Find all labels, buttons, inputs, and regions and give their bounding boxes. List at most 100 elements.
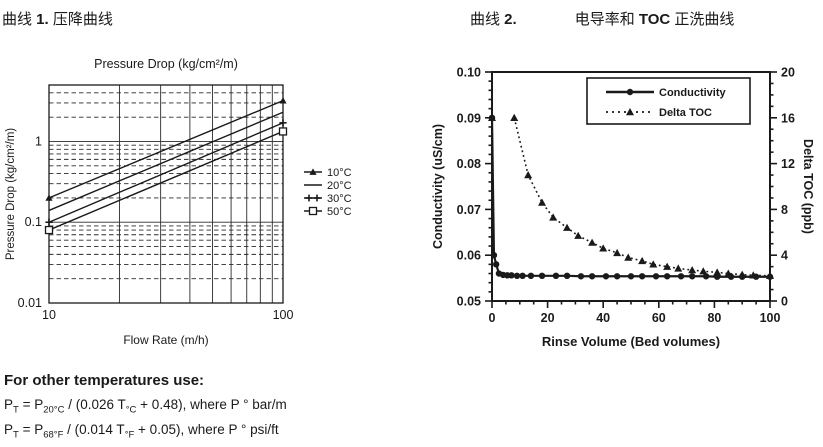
circle-marker bbox=[688, 273, 696, 280]
circle-marker bbox=[626, 88, 634, 96]
triangle-marker bbox=[613, 248, 622, 257]
formula-sub: 68°F bbox=[43, 429, 64, 441]
triangle-marker bbox=[588, 238, 597, 246]
y-right-tick-label: 8 bbox=[781, 203, 788, 217]
formula-bar-per-m: PT = P20°C / (0.026 T°C + 0.48), where P… bbox=[4, 395, 287, 420]
y-tick-label: 0.1 bbox=[25, 215, 42, 229]
circle-marker bbox=[492, 261, 500, 268]
legend-label: 50°C bbox=[327, 206, 352, 218]
formula-psi-per-ft: PT = P68°F / (0.014 T°F + 0.05), where P… bbox=[4, 420, 287, 445]
square-marker bbox=[308, 206, 318, 216]
y-left-tick-label: 0.06 bbox=[457, 249, 481, 263]
formula-part: = P bbox=[18, 421, 44, 437]
notes-heading: For other temperatures use: bbox=[4, 372, 205, 389]
triangle-marker bbox=[624, 253, 633, 261]
x-tick-label: 0 bbox=[489, 311, 496, 325]
series-delta-toc bbox=[488, 113, 774, 280]
triangle-marker bbox=[599, 244, 608, 252]
y-left-tick-label: 0.07 bbox=[457, 203, 481, 217]
circle-marker bbox=[519, 272, 526, 280]
triangle-marker bbox=[663, 262, 672, 270]
triangle-marker bbox=[279, 97, 287, 104]
y-left-axis-label: Conductivity (uS/cm) bbox=[431, 124, 445, 249]
circle-marker bbox=[577, 273, 585, 280]
figure-1-caption: 曲线 1. 压降曲线 bbox=[2, 8, 113, 29]
formula-sub: °C bbox=[125, 404, 137, 416]
series-20-c bbox=[48, 111, 284, 212]
circle-marker bbox=[508, 272, 515, 279]
x-tick-label: 100 bbox=[760, 311, 781, 325]
formula-part: + 0.05), where P ° psi/ft bbox=[134, 421, 279, 437]
triangle-marker bbox=[688, 266, 697, 274]
triangle-marker bbox=[563, 223, 572, 231]
y-left-tick-label: 0.10 bbox=[457, 66, 481, 80]
triangle-marker bbox=[674, 264, 683, 272]
caption-2-prefix: 曲线 bbox=[470, 11, 505, 28]
circle-marker bbox=[490, 252, 498, 259]
triangle-marker bbox=[524, 171, 533, 179]
y-left-tick-label: 0.09 bbox=[457, 111, 481, 125]
y-right-tick-label: 16 bbox=[781, 111, 795, 125]
triangle-marker bbox=[510, 113, 519, 121]
y-right-tick-label: 12 bbox=[781, 157, 795, 171]
triangle-marker bbox=[724, 269, 733, 277]
caption-1-number: 1. bbox=[36, 11, 49, 28]
x-tick-label: 20 bbox=[541, 311, 555, 325]
triangle-marker bbox=[309, 168, 317, 175]
circle-marker bbox=[602, 273, 610, 280]
grid bbox=[49, 85, 283, 303]
formula-sub: T bbox=[13, 404, 19, 416]
triangle-marker bbox=[538, 198, 547, 206]
triangle-marker bbox=[638, 256, 647, 265]
x-tick-label: 60 bbox=[652, 311, 666, 325]
y-tick-label: 1 bbox=[35, 134, 42, 148]
circle-marker bbox=[702, 273, 710, 280]
formula-sub: T bbox=[13, 429, 19, 441]
formula-part: / (0.014 T bbox=[63, 421, 125, 437]
formula-sub: °F bbox=[124, 429, 135, 441]
circle-marker bbox=[527, 272, 535, 280]
y-right-tick-label: 4 bbox=[781, 249, 788, 263]
square-marker bbox=[278, 127, 288, 136]
caption-2-text: 电导率和 bbox=[574, 11, 639, 28]
caption-2-text-2: 正洗曲线 bbox=[670, 11, 735, 28]
triangle-marker bbox=[626, 108, 634, 116]
temperature-notes: For other temperatures use: PT = P20°C /… bbox=[4, 372, 287, 444]
x-tick-label: 80 bbox=[707, 311, 721, 325]
circle-marker bbox=[588, 273, 596, 280]
triangle-marker bbox=[45, 194, 53, 201]
formula-part: = P bbox=[18, 397, 44, 412]
legend-label: Conductivity bbox=[659, 87, 726, 99]
caption-1-prefix: 曲线 bbox=[2, 11, 37, 28]
plot-frame bbox=[48, 84, 284, 304]
y-left-tick-label: 0.05 bbox=[457, 295, 481, 309]
x-axis-label: Flow Rate (m/h) bbox=[123, 333, 208, 347]
x-tick-label: 40 bbox=[596, 311, 610, 325]
figure-2-caption: 曲线 2. 电导率和 TOC 正洗曲线 bbox=[470, 8, 734, 29]
formula-part: P bbox=[4, 421, 14, 437]
triangle-marker bbox=[699, 267, 708, 275]
y-left-tick-label: 0.08 bbox=[457, 157, 481, 171]
triangle-marker bbox=[749, 271, 758, 279]
chart-title: Pressure Drop (kg/cm²/m) bbox=[94, 57, 238, 71]
formula-part: P bbox=[4, 397, 14, 412]
legend: 10°C20°C30°C50°C bbox=[304, 167, 352, 218]
triangle-marker bbox=[488, 113, 496, 121]
caption-1-text: 压降曲线 bbox=[48, 11, 113, 28]
y-axis-label: Pressure Drop (kg/cm²/m) bbox=[5, 128, 17, 260]
pressure-drop-chart: Pressure Drop (kg/cm²/m) 0.01 0.1 1 10 100 Flo… bbox=[5, 57, 352, 347]
circle-marker bbox=[663, 273, 671, 280]
y-right-axis-label: Delta TOC (ppb) bbox=[801, 139, 815, 234]
y-right-tick-label: 20 bbox=[781, 66, 795, 80]
circle-marker bbox=[552, 272, 560, 280]
series-10-c bbox=[45, 97, 287, 201]
conductivity-toc-rinse-chart: 0 20 40 60 80 100 0.05 0.06 0.07 0.08 0.09 0.10 0 4 8 1… bbox=[431, 66, 815, 350]
circle-marker bbox=[627, 273, 635, 280]
triangle-marker bbox=[574, 231, 583, 239]
x-tick-label: 10 bbox=[42, 308, 56, 322]
series-50-c bbox=[44, 127, 288, 235]
caption-2-number: 2. bbox=[504, 11, 517, 28]
circle-marker bbox=[613, 273, 621, 280]
triangle-marker bbox=[713, 268, 722, 276]
circle-marker bbox=[677, 273, 685, 280]
